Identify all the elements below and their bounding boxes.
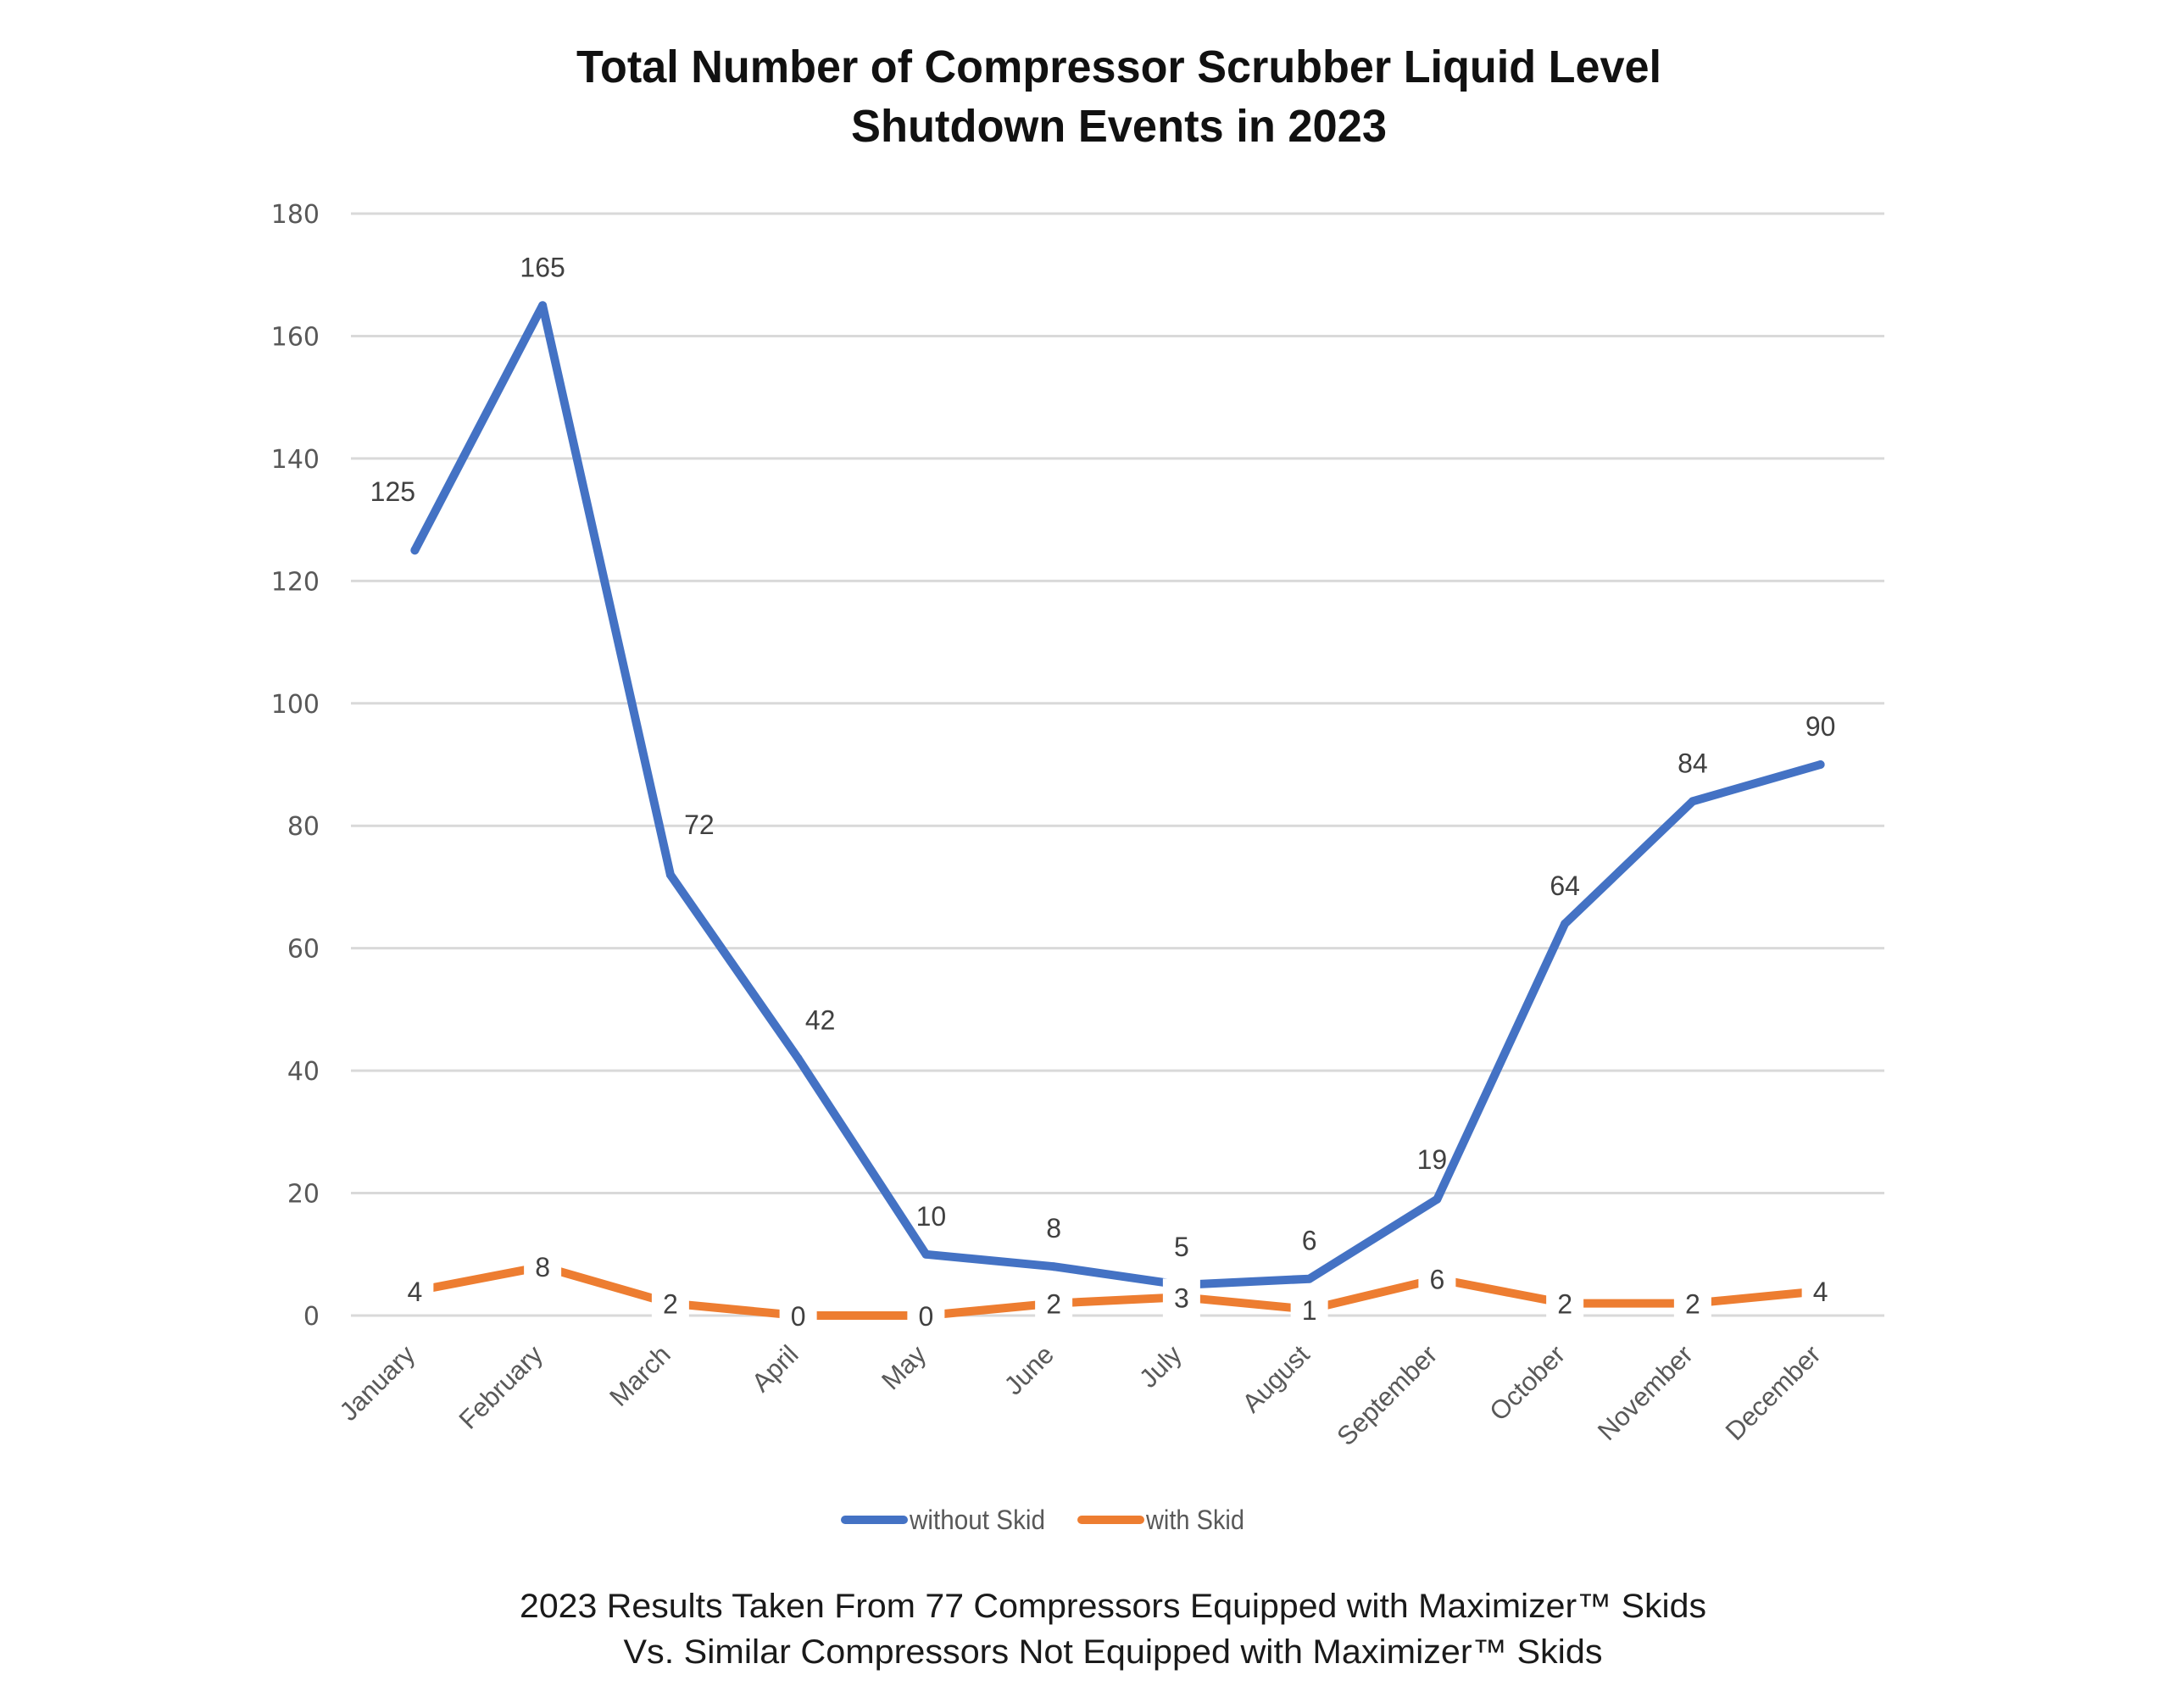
data-label-without-skid-january: 125 [370,476,415,507]
data-point-without-skid-september[interactable] [1433,1194,1442,1204]
data-label-bg-with-skid-june [1035,1284,1073,1324]
data-point-without-skid-february[interactable] [538,301,548,310]
footnote-line-2: Vs. Similar Compressors Not Equipped wit… [624,1633,1603,1671]
legend: without Skid with Skid [841,1505,1244,1535]
y-tick-label-120: 120 [271,567,320,597]
chart-footnote: 2023 Results Taken From 77 Compressors E… [520,1588,1706,1671]
data-point-without-skid-october[interactable] [1561,919,1570,928]
legend-label-with-skid: with Skid [1145,1505,1244,1535]
y-tick-label-180: 180 [271,200,320,230]
data-label-with-skid-august: 1 [1302,1295,1317,1326]
legend-item-without-skid[interactable]: without Skid [841,1505,1045,1535]
y-tick-label-60: 60 [287,935,320,965]
legend-label-without-skid: without Skid [909,1505,1045,1535]
series-line-with-skid[interactable] [410,1262,1825,1320]
data-point-without-skid-may[interactable] [921,1249,931,1259]
data-label-bg-with-skid-february [524,1248,562,1288]
data-label-bg-with-skid-july [1162,1278,1200,1318]
data-label-bg-with-skid-march [651,1284,689,1324]
y-tick-label-160: 160 [271,322,320,352]
data-point-without-skid-november[interactable] [1688,797,1697,806]
y-tick-label-0: 0 [303,1302,320,1332]
y-tick-label-20: 20 [287,1180,320,1210]
data-label-without-skid-september: 19 [1417,1144,1448,1175]
data-label-without-skid-june: 8 [1046,1213,1061,1243]
chart-title-line-2: Shutdown Events in 2023 [851,101,1387,152]
legend-item-with-skid[interactable]: with Skid [1077,1505,1244,1535]
data-label-without-skid-october: 64 [1550,871,1580,901]
chart-title-line-1: Total Number of Compressor Scrubber Liqu… [576,42,1661,92]
data-label-without-skid-august: 6 [1302,1226,1317,1256]
data-point-without-skid-august[interactable] [1305,1274,1314,1283]
data-label-without-skid-july: 5 [1174,1232,1189,1262]
chart-title: Total Number of Compressor Scrubber Liqu… [576,42,1661,152]
data-label-with-skid-february: 8 [535,1252,550,1282]
data-label-bg-with-skid-december [1801,1272,1839,1312]
data-label-without-skid-february: 165 [520,252,565,282]
data-label-bg-with-skid-april [779,1297,817,1336]
data-label-bg-with-skid-november [1673,1284,1711,1324]
data-label-with-skid-march: 2 [663,1289,678,1320]
data-point-without-skid-january[interactable] [410,546,420,555]
y-tick-label-100: 100 [271,690,320,720]
data-point-without-skid-april[interactable] [793,1054,803,1063]
data-label-bg-with-skid-august [1290,1290,1328,1330]
data-label-without-skid-april: 42 [805,1005,836,1036]
y-tick-label-140: 140 [271,445,320,475]
data-label-without-skid-march: 72 [684,809,715,840]
data-label-with-skid-november: 2 [1685,1289,1700,1320]
gridlines [351,212,1884,1317]
data-label-bg-with-skid-january [396,1272,434,1312]
data-label-with-skid-september: 6 [1429,1265,1444,1295]
data-label-with-skid-june: 2 [1046,1289,1061,1320]
data-label-with-skid-july: 3 [1174,1282,1189,1313]
data-label-without-skid-november: 84 [1678,748,1708,778]
data-label-with-skid-may: 0 [918,1301,933,1332]
data-label-without-skid-december: 90 [1806,711,1836,742]
data-label-bg-with-skid-october [1546,1284,1584,1324]
y-axis-tick-labels: 0 20 40 60 80 100 120 140 160 180 [271,200,320,1332]
data-label-with-skid-january: 4 [407,1277,422,1307]
data-label-with-skid-april: 0 [791,1301,806,1332]
data-label-with-skid-december: 4 [1813,1277,1828,1307]
footnote-line-1: 2023 Results Taken From 77 Compressors E… [520,1588,1706,1625]
y-tick-label-80: 80 [287,812,320,842]
data-labels: 125 165 72 42 10 8 5 6 19 64 84 90 4 8 2 0 0 2 3 1 6 2 2 4 [370,252,1839,1336]
data-point-without-skid-june[interactable] [1049,1262,1059,1271]
data-label-with-skid-october: 2 [1557,1289,1572,1320]
data-label-bg-with-skid-may [907,1297,945,1336]
y-tick-label-40: 40 [287,1057,320,1087]
data-point-without-skid-december[interactable] [1816,760,1825,769]
data-label-bg-with-skid-september [1418,1260,1456,1299]
series-line-without-skid[interactable] [410,301,1825,1289]
data-label-without-skid-may: 10 [916,1201,947,1232]
data-point-without-skid-march[interactable] [665,871,675,879]
